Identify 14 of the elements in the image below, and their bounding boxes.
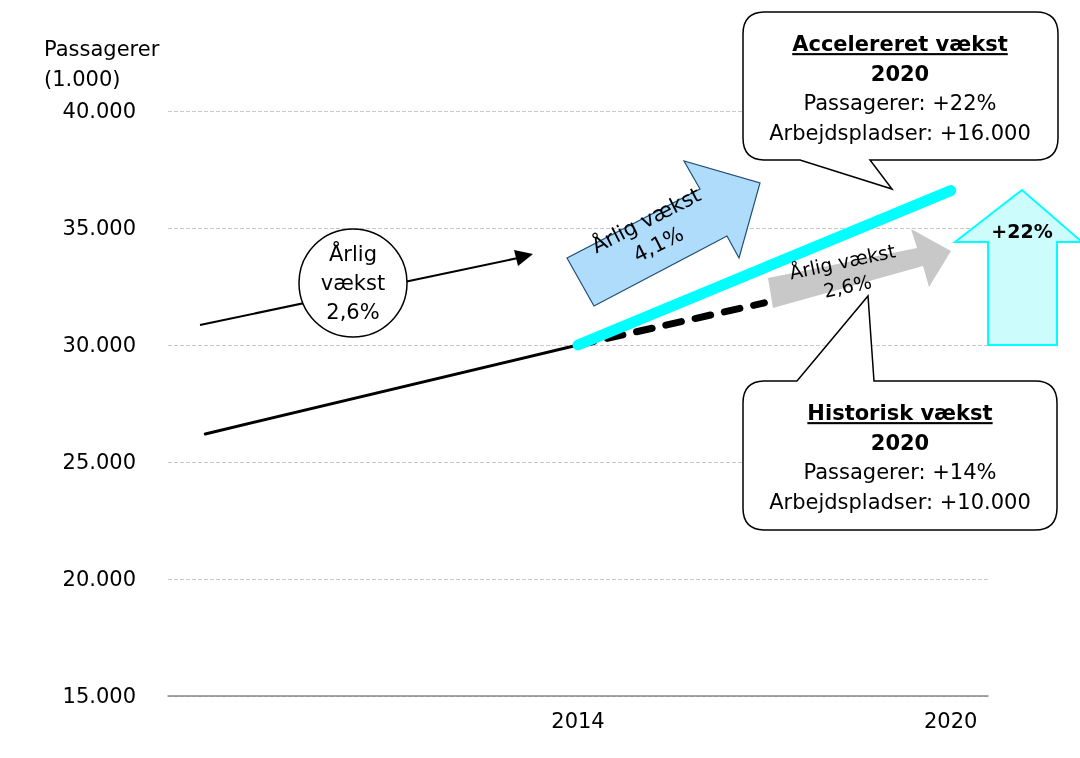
y-tick-label: 15.000: [62, 684, 136, 708]
annotation: Accelereret vækst 2020 Passagerer: +22% Arbejdspladser: +16.000: [769, 32, 1031, 145]
annotation: Historisk vækst 2020 Passagerer: +14% Arbejdspladser: +10.000: [769, 401, 1031, 514]
y-tick-label: 25.000: [62, 450, 136, 474]
y-tick-label: 30.000: [62, 333, 136, 357]
annotation: Årlig vækst 2,6%: [320, 240, 386, 325]
x-tick-label: 2014: [551, 708, 605, 733]
y-tick-label: 20.000: [62, 567, 136, 591]
y-tick-label: 40.000: [62, 99, 136, 123]
y-axis-title: Passagerer (1.000): [44, 37, 160, 91]
annotation: Årlig vækst 2,6%: [787, 239, 898, 302]
x-tick-label: 2020: [924, 708, 978, 733]
y-tick-label: 35.000: [62, 216, 136, 240]
text: +22%: [991, 219, 1053, 242]
